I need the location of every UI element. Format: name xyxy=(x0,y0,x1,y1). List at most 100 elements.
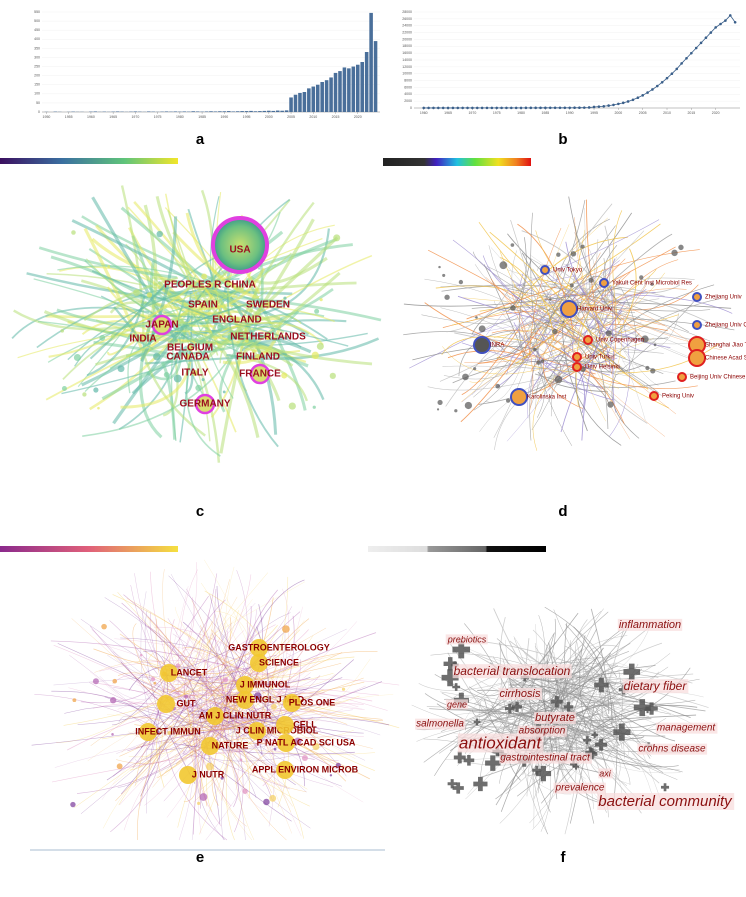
edge xyxy=(208,629,309,697)
x-tick-label: 1980 xyxy=(176,115,184,119)
node xyxy=(265,334,271,340)
node xyxy=(633,699,651,717)
node xyxy=(551,695,563,708)
x-tick-label: 2000 xyxy=(265,115,273,119)
edge xyxy=(68,687,246,711)
edge xyxy=(248,665,384,721)
node xyxy=(595,738,608,751)
node xyxy=(650,282,654,286)
edge xyxy=(191,600,209,672)
y-tick-label: 0 xyxy=(38,110,40,114)
edge xyxy=(262,729,276,775)
edge xyxy=(204,559,268,712)
edge xyxy=(577,679,625,759)
point xyxy=(675,67,679,71)
edge xyxy=(575,284,612,406)
node xyxy=(562,320,565,324)
node-label: butyrate xyxy=(535,712,575,724)
edge xyxy=(110,746,160,833)
edge xyxy=(186,588,225,727)
edge xyxy=(162,596,238,691)
bar xyxy=(173,111,178,112)
edge xyxy=(101,714,245,740)
bar xyxy=(164,111,169,112)
edge xyxy=(176,675,383,720)
node xyxy=(253,692,262,700)
edge xyxy=(177,303,205,397)
edge xyxy=(526,260,620,318)
y-tick-label: 28000 xyxy=(402,10,412,14)
node xyxy=(248,722,266,740)
node xyxy=(160,664,178,682)
line xyxy=(423,14,736,109)
node xyxy=(463,755,475,766)
point xyxy=(514,106,518,110)
edge xyxy=(493,322,578,338)
edge xyxy=(620,288,637,373)
edge xyxy=(134,645,211,732)
node xyxy=(570,760,578,768)
node xyxy=(82,392,87,397)
edge xyxy=(165,747,228,841)
edge xyxy=(239,622,257,730)
edge xyxy=(521,328,546,418)
node xyxy=(572,763,580,770)
x-tick-label: 1960 xyxy=(87,115,95,119)
node-label: GASTROENTEROLOGY xyxy=(228,642,330,652)
edge xyxy=(142,355,206,437)
edge xyxy=(409,290,567,369)
edge xyxy=(149,612,193,714)
node-label: SWEDEN xyxy=(246,300,290,311)
point xyxy=(558,106,562,110)
edge xyxy=(228,693,313,735)
bar xyxy=(315,84,320,112)
edge xyxy=(601,258,616,303)
edge xyxy=(585,288,687,323)
edge xyxy=(542,357,583,409)
node xyxy=(173,374,182,383)
edge xyxy=(440,307,559,364)
node xyxy=(316,342,324,350)
bar xyxy=(324,80,329,112)
edge xyxy=(140,216,178,363)
edge xyxy=(587,691,652,794)
edge xyxy=(532,300,711,342)
bar xyxy=(93,111,98,112)
edge xyxy=(225,685,244,841)
y-tick-label: 50 xyxy=(36,101,40,105)
bar xyxy=(338,71,342,112)
point xyxy=(724,19,727,22)
edge xyxy=(253,681,319,747)
point xyxy=(432,106,435,110)
edge xyxy=(123,594,192,688)
bar xyxy=(280,110,284,112)
node xyxy=(437,399,443,406)
node xyxy=(532,765,542,775)
x-tick-label: 1965 xyxy=(109,115,117,119)
label-background xyxy=(617,618,683,631)
node xyxy=(194,393,216,415)
edge xyxy=(513,712,683,773)
edge xyxy=(188,704,334,788)
y-tick-label: 18000 xyxy=(402,44,412,48)
edge xyxy=(221,707,265,801)
node xyxy=(473,718,481,726)
edge xyxy=(139,666,237,726)
edge xyxy=(116,732,197,764)
node xyxy=(464,401,473,410)
edge xyxy=(247,680,302,837)
edge xyxy=(562,293,703,353)
point xyxy=(466,106,469,110)
node xyxy=(605,330,612,337)
node xyxy=(200,302,206,308)
node-label: Univ Copenhagen xyxy=(596,338,644,344)
node xyxy=(678,244,684,251)
node xyxy=(677,372,687,382)
edge xyxy=(195,728,226,841)
x-tick-label: 1965 xyxy=(444,111,452,115)
y-tick-label: 250 xyxy=(34,64,40,68)
edge xyxy=(573,626,613,725)
node xyxy=(473,367,477,371)
edge xyxy=(184,685,229,769)
edge xyxy=(118,674,243,806)
